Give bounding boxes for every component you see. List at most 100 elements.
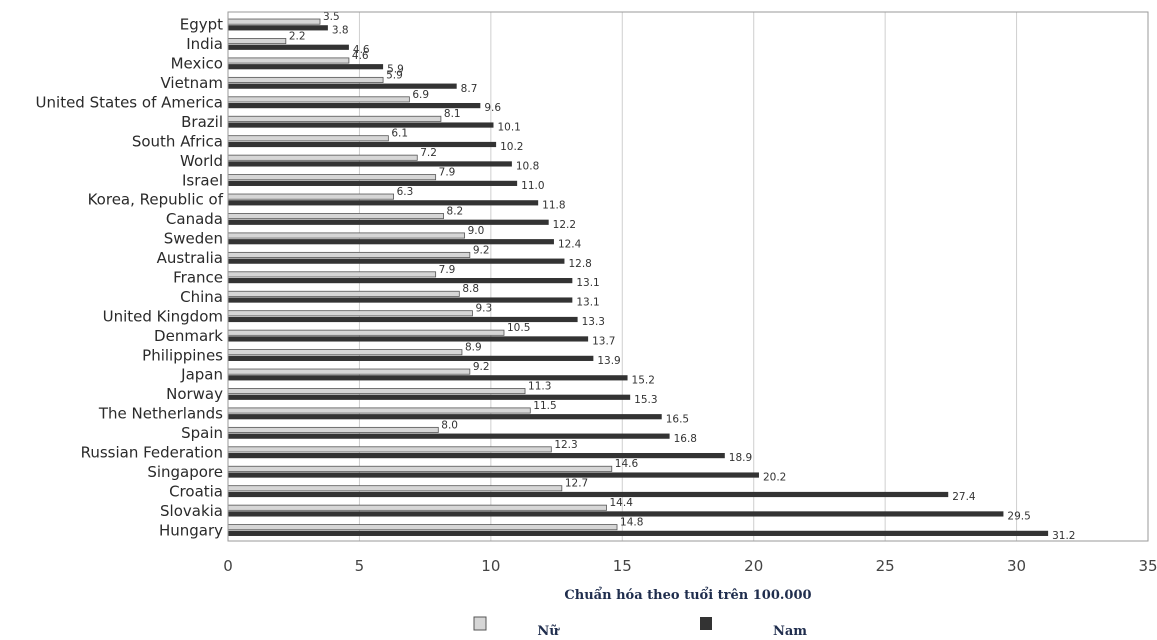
bar-nam — [228, 161, 512, 167]
value-label-nu: 7.9 — [439, 264, 456, 276]
x-tick-label: 15 — [613, 557, 632, 575]
legend-label-nu: Nữ — [537, 624, 560, 639]
bar-nu — [227, 251, 471, 258]
value-label-nam: 31.2 — [1052, 530, 1075, 542]
value-label-nu: 8.2 — [447, 205, 464, 217]
x-tick-label: 25 — [876, 557, 895, 575]
category-label: Canada — [166, 210, 223, 228]
bar-nu — [227, 426, 439, 433]
category-label: South Africa — [132, 132, 223, 150]
category-label: Spain — [181, 424, 223, 442]
value-label-nam: 16.8 — [674, 433, 697, 445]
category-label: The Netherlands — [98, 405, 223, 423]
value-label-nam: 20.2 — [763, 472, 786, 484]
bar-nu — [227, 446, 552, 453]
bar-nu — [227, 96, 410, 103]
bar-nam — [228, 453, 725, 459]
value-label-nam: 16.5 — [666, 413, 689, 425]
bar-nu — [227, 135, 389, 142]
value-label-nam: 4.6 — [353, 44, 370, 56]
x-tick-label: 5 — [355, 557, 365, 575]
value-label-nu: 9.2 — [473, 244, 490, 256]
value-label-nu: 14.6 — [615, 458, 639, 470]
category-label: Hungary — [159, 521, 223, 539]
category-label: Sweden — [164, 230, 223, 248]
bar-nu — [227, 174, 437, 181]
bar-nu — [227, 115, 442, 122]
bar-nam — [228, 336, 589, 342]
x-axis-ticks: 0 5 10 15 20 25 30 35 — [223, 557, 1157, 575]
bar-nu — [227, 368, 471, 375]
bar-nu — [227, 18, 321, 25]
bar-nam — [228, 433, 670, 439]
bar-nam — [228, 511, 1004, 517]
category-label: China — [180, 288, 223, 306]
value-label-nam: 29.5 — [1007, 511, 1030, 523]
bar-nu — [227, 504, 607, 511]
value-label-nam: 8.7 — [461, 83, 478, 95]
bars: 3.53.8 2.2 4.64.6 5.95.9 8.7 6.9 9.6 8.1 10.1 6.1… — [227, 11, 1076, 542]
value-label-nam: 18.9 — [729, 452, 752, 464]
value-label-nu: 11.5 — [533, 400, 556, 412]
bar-nam — [228, 141, 497, 148]
grid-lines — [358, 12, 1018, 541]
value-label-nam: 10.8 — [516, 161, 539, 173]
bar-nam — [228, 491, 949, 498]
value-label-nam: 10.2 — [500, 141, 523, 153]
value-label-nu: 12.7 — [565, 478, 588, 490]
bar-nam — [228, 180, 518, 186]
value-label-nu: 14.8 — [620, 517, 643, 529]
bar-nam — [228, 414, 662, 420]
value-label-nu: 8.1 — [444, 108, 461, 120]
value-label-nam: 12.4 — [558, 238, 582, 250]
value-label-nu: 4.6 — [352, 50, 369, 62]
x-tick-label: 35 — [1138, 557, 1157, 575]
category-label: Vietnam — [160, 74, 223, 92]
value-label-nam: 15.2 — [632, 374, 655, 386]
bar-nam — [228, 25, 328, 31]
value-label-nu: 6.9 — [412, 89, 429, 101]
bar-nu — [227, 465, 613, 472]
bar-nu — [227, 213, 444, 220]
x-tick-label: 20 — [744, 557, 763, 575]
bar-nam — [228, 239, 554, 245]
value-label-nam: 13.1 — [576, 297, 599, 309]
value-label-nu: 7.9 — [439, 167, 456, 179]
bar-nam — [228, 44, 349, 50]
value-label-nu: 10.5 — [507, 322, 530, 334]
bar-nu — [227, 349, 463, 356]
bar-nam — [228, 122, 494, 128]
bar-nu — [227, 271, 437, 278]
value-label-nu: 8.9 — [465, 342, 482, 354]
bar-nam — [228, 316, 578, 323]
x-tick-label: 0 — [223, 557, 233, 575]
value-label-nu: 9.0 — [468, 225, 485, 237]
value-label-nam: 11.8 — [542, 199, 565, 211]
bar-nam — [228, 278, 573, 284]
value-label-nam: 13.7 — [592, 336, 615, 348]
category-label: Mexico — [171, 55, 223, 73]
bar-nu — [227, 57, 350, 64]
x-axis-title: Chuẩn hóa theo tuổi trên 100.000 — [564, 587, 811, 603]
value-label-nu: 3.5 — [323, 11, 340, 23]
value-label-nam: 5.9 — [387, 63, 404, 75]
bar-nu — [227, 310, 473, 317]
value-label-nam: 13.3 — [582, 316, 605, 328]
category-label: United States of America — [36, 94, 223, 112]
bar-nu — [227, 485, 563, 492]
category-label: United Kingdom — [103, 307, 223, 325]
bar-nu — [227, 290, 460, 297]
value-label-nam: 3.8 — [332, 24, 349, 36]
category-label: Egypt — [180, 16, 223, 34]
legend-swatch-nam — [700, 617, 712, 630]
value-label-nu: 12.3 — [554, 439, 577, 451]
value-label-nu: 5.9 — [386, 69, 403, 81]
bar-nam — [228, 258, 565, 264]
category-label: India — [186, 35, 223, 53]
legend: Nữ Nam — [473, 616, 807, 639]
value-label-nam: 9.6 — [484, 102, 501, 114]
category-label: Israel — [182, 171, 223, 189]
bar-nu — [227, 76, 384, 83]
value-label-nu: 14.4 — [610, 497, 634, 509]
